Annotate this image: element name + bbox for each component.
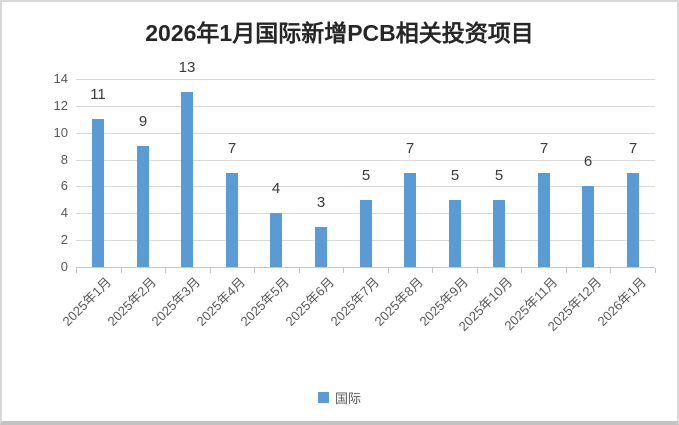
x-axis-tick <box>210 268 211 273</box>
bar-value-label: 7 <box>539 140 549 157</box>
bar <box>493 200 505 267</box>
bar <box>627 173 639 267</box>
x-axis-tick <box>655 268 656 273</box>
bar <box>137 146 149 267</box>
y-axis-tick-label: 14 <box>53 71 68 86</box>
bar <box>315 227 327 267</box>
bar-value-label: 13 <box>178 59 196 76</box>
gridline <box>76 160 655 161</box>
gridline <box>76 186 655 187</box>
bar-value-label: 5 <box>494 167 504 184</box>
bar <box>181 92 193 267</box>
x-axis-tick <box>477 268 478 273</box>
x-axis-tick <box>165 268 166 273</box>
y-axis-tick-label: 4 <box>60 205 68 220</box>
bar-value-label: 6 <box>583 153 593 170</box>
y-axis-tick-label: 0 <box>60 259 68 274</box>
gridline <box>76 79 655 80</box>
gridline <box>76 106 655 107</box>
x-axis-line <box>76 267 655 268</box>
legend: 国际 <box>2 388 677 407</box>
legend-label: 国际 <box>334 391 361 406</box>
x-axis-tick <box>121 268 122 273</box>
bar <box>270 213 282 267</box>
y-axis-tick-label: 10 <box>53 125 68 140</box>
y-axis-tick-label: 8 <box>60 152 68 167</box>
x-axis-tick <box>388 268 389 273</box>
bar <box>404 173 416 267</box>
bar-value-label: 4 <box>271 180 281 197</box>
x-axis-tick <box>432 268 433 273</box>
x-axis-label: 2025年1月 <box>59 274 114 329</box>
bar <box>92 119 104 267</box>
bar <box>538 173 550 267</box>
x-axis-tick <box>343 268 344 273</box>
bar-value-label: 7 <box>628 140 638 157</box>
bar-value-label: 9 <box>138 113 148 130</box>
x-axis-tick <box>299 268 300 273</box>
bar-value-label: 7 <box>227 140 237 157</box>
y-axis-tick-label: 12 <box>53 98 68 113</box>
y-axis-tick-label: 2 <box>60 232 68 247</box>
bar-value-label: 5 <box>361 167 371 184</box>
bar-value-label: 5 <box>450 167 460 184</box>
chart-title: 2026年1月国际新增PCB相关投资项目 <box>145 20 534 46</box>
bar <box>360 200 372 267</box>
y-axis-tick-label: 6 <box>60 178 68 193</box>
x-axis-tick <box>254 268 255 273</box>
bar-value-label: 11 <box>90 86 106 103</box>
bar-value-label: 3 <box>316 194 326 211</box>
bar <box>582 186 594 267</box>
bar <box>449 200 461 267</box>
bar-value-label: 7 <box>405 140 415 157</box>
legend-swatch-icon <box>317 392 329 403</box>
bar <box>226 173 238 267</box>
x-axis-tick <box>566 268 567 273</box>
gridline <box>76 133 655 134</box>
x-axis-tick <box>521 268 522 273</box>
x-axis-tick <box>610 268 611 273</box>
x-axis-tick <box>76 268 77 273</box>
